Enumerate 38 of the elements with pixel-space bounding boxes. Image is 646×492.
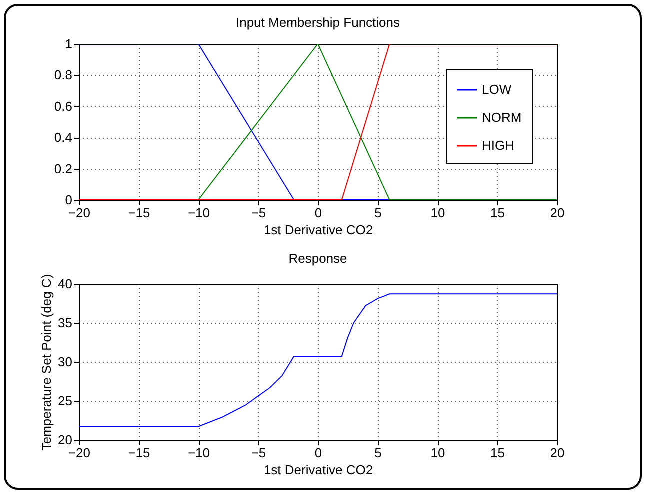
y-tick-label: 0.8 (54, 68, 72, 83)
x-tick-label: 10 (430, 446, 446, 460)
y-tick-label: 0.6 (54, 98, 72, 114)
x-tick-label: −10 (188, 206, 210, 220)
x-tick-label: 20 (550, 446, 565, 460)
x-tick-label: 5 (374, 206, 382, 220)
x-tick-label: 5 (374, 446, 382, 460)
y-tick-label: 0.4 (54, 130, 72, 146)
chart-title: Input Membership Functions (236, 15, 401, 30)
x-tick-label: −5 (251, 446, 266, 460)
line-series (79, 294, 557, 428)
y-axis-title: Temperature Set Point (deg C) (39, 274, 54, 451)
x-tick-label: 15 (490, 206, 505, 220)
y-tick-label: 40 (58, 276, 72, 292)
y-tick-label: 1 (65, 36, 72, 52)
legend-label: LOW (482, 82, 512, 97)
legend-label: NORM (482, 110, 522, 125)
x-tick-label: −20 (68, 206, 91, 220)
x-tick-label: −5 (251, 206, 266, 220)
y-tick-label: 20 (58, 432, 72, 448)
x-tick-label: −20 (68, 446, 91, 460)
x-tick-label: 0 (314, 446, 322, 460)
y-tick-label: 30 (58, 354, 72, 370)
y-tick-label: 0 (65, 192, 72, 208)
legend-label: HIGH (482, 138, 514, 153)
x-tick-label: 10 (430, 206, 446, 220)
x-tick-label: 20 (550, 206, 565, 220)
x-axis-title: 1st Derivative CO2 (264, 462, 374, 478)
x-tick-label: 15 (490, 446, 505, 460)
y-tick-label: 25 (58, 394, 72, 408)
x-tick-label: −15 (128, 206, 150, 220)
y-tick-label: 35 (58, 316, 72, 330)
x-tick-label: 0 (314, 206, 322, 220)
y-tick-label: 0.2 (54, 161, 72, 176)
x-tick-label: −10 (188, 446, 210, 460)
x-axis-title: 1st Derivative CO2 (264, 222, 374, 238)
x-tick-label: −15 (128, 446, 150, 460)
chart-title: Response (288, 250, 348, 266)
